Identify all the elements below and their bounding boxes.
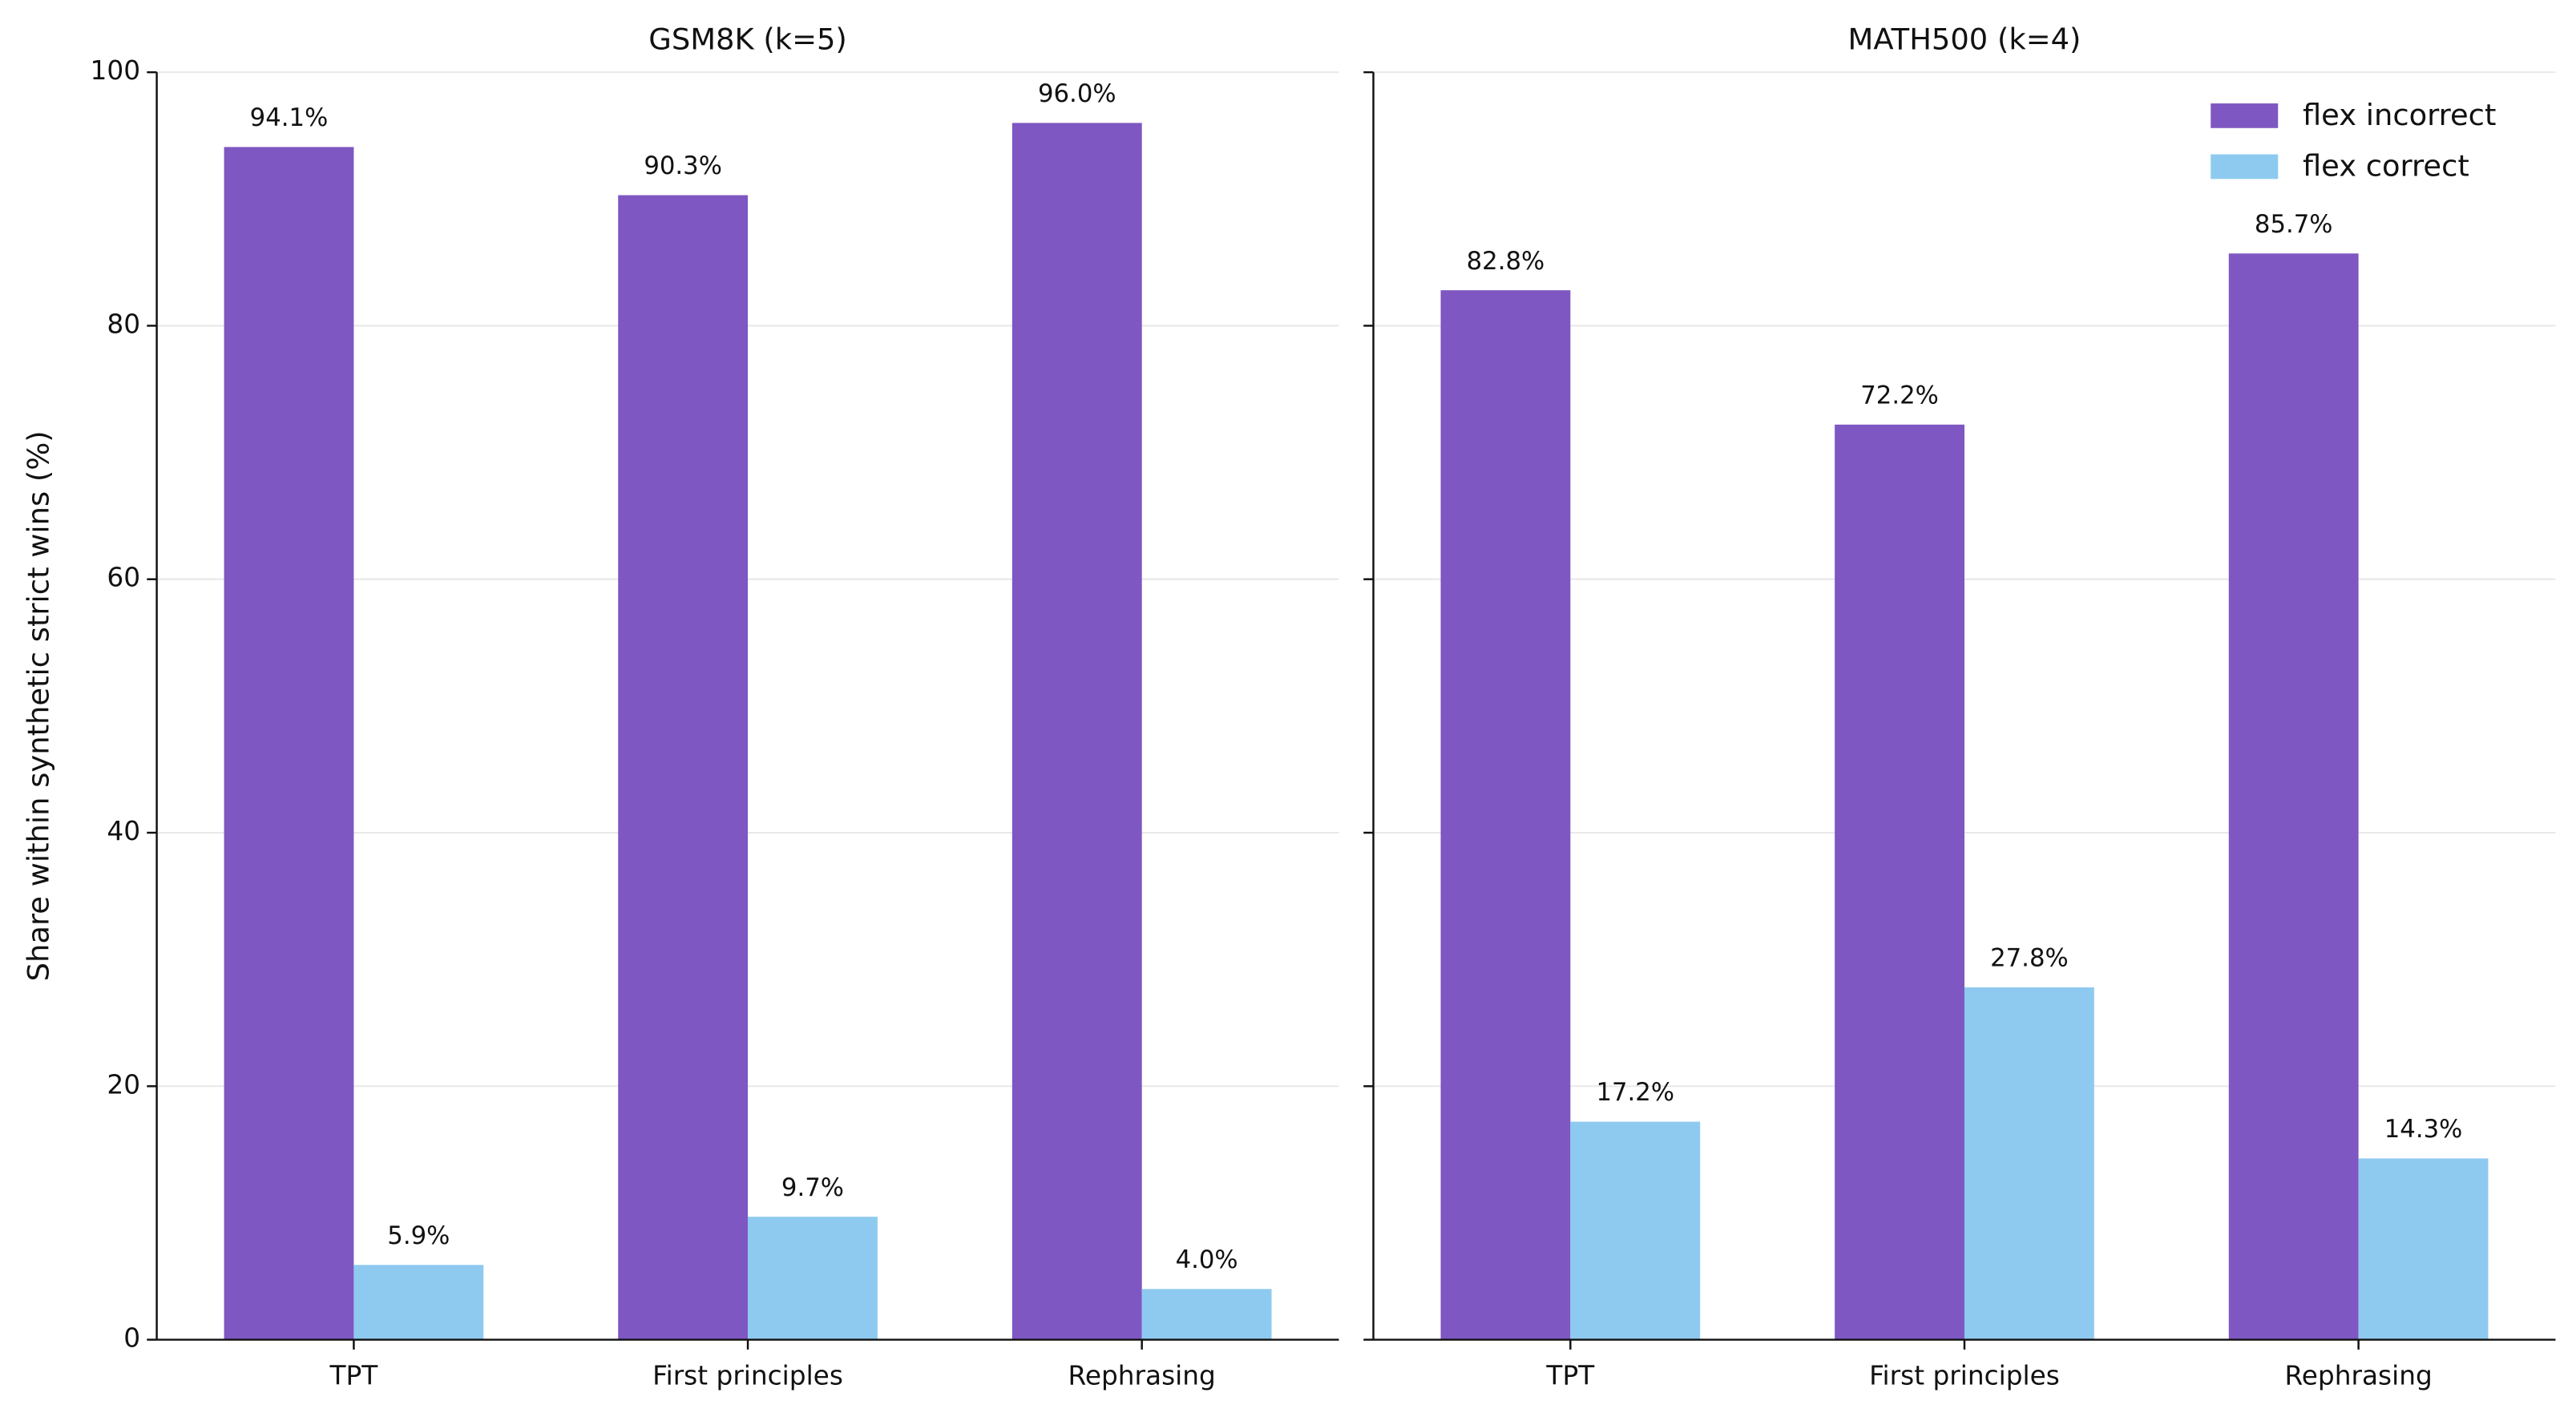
value-label: 85.7% <box>2255 210 2333 239</box>
legend-label: flex incorrect <box>2303 98 2496 132</box>
value-label: 94.1% <box>250 103 329 132</box>
bar <box>1141 1289 1272 1340</box>
y-tick-label: 80 <box>107 309 140 339</box>
bar <box>2228 253 2359 1340</box>
value-label: 17.2% <box>1596 1078 1674 1107</box>
y-axis-label: Share within synthetic strict wins (%) <box>22 430 56 981</box>
y-tick-label: 100 <box>91 55 141 86</box>
y-tick-label: 60 <box>107 563 140 593</box>
value-label: 27.8% <box>1990 944 2069 973</box>
x-tick-label: First principles <box>652 1361 843 1391</box>
bar <box>1835 424 1964 1340</box>
value-label: 9.7% <box>781 1173 844 1202</box>
legend-swatch <box>2211 154 2279 180</box>
x-tick-label: First principles <box>1869 1361 2060 1391</box>
x-tick-label: TPT <box>329 1361 379 1391</box>
bar <box>1440 290 1571 1340</box>
chart-title: MATH500 (k=4) <box>1848 22 2081 57</box>
value-label: 90.3% <box>644 151 722 180</box>
x-tick-label: Rephrasing <box>2284 1361 2432 1391</box>
bar <box>748 1217 878 1340</box>
value-label: 5.9% <box>387 1221 450 1250</box>
bar <box>618 195 749 1340</box>
y-tick-label: 20 <box>107 1069 140 1100</box>
y-tick-label: 0 <box>123 1323 140 1354</box>
bar <box>1964 987 2094 1340</box>
value-label: 4.0% <box>1176 1245 1238 1274</box>
value-label: 82.8% <box>1467 247 1545 276</box>
bar <box>353 1265 484 1340</box>
legend-swatch <box>2211 103 2279 128</box>
bar <box>2358 1158 2489 1340</box>
legend-label: flex correct <box>2303 148 2469 183</box>
bar <box>224 147 354 1340</box>
bar <box>1011 123 1142 1340</box>
value-label: 96.0% <box>1038 79 1116 108</box>
x-tick-label: Rephrasing <box>1068 1361 1216 1391</box>
chart-title: GSM8K (k=5) <box>648 22 847 57</box>
value-label: 14.3% <box>2384 1115 2463 1144</box>
bar <box>1570 1121 1701 1340</box>
value-label: 72.2% <box>1860 381 1939 410</box>
x-tick-label: TPT <box>1545 1361 1595 1391</box>
y-tick-label: 40 <box>107 816 140 846</box>
